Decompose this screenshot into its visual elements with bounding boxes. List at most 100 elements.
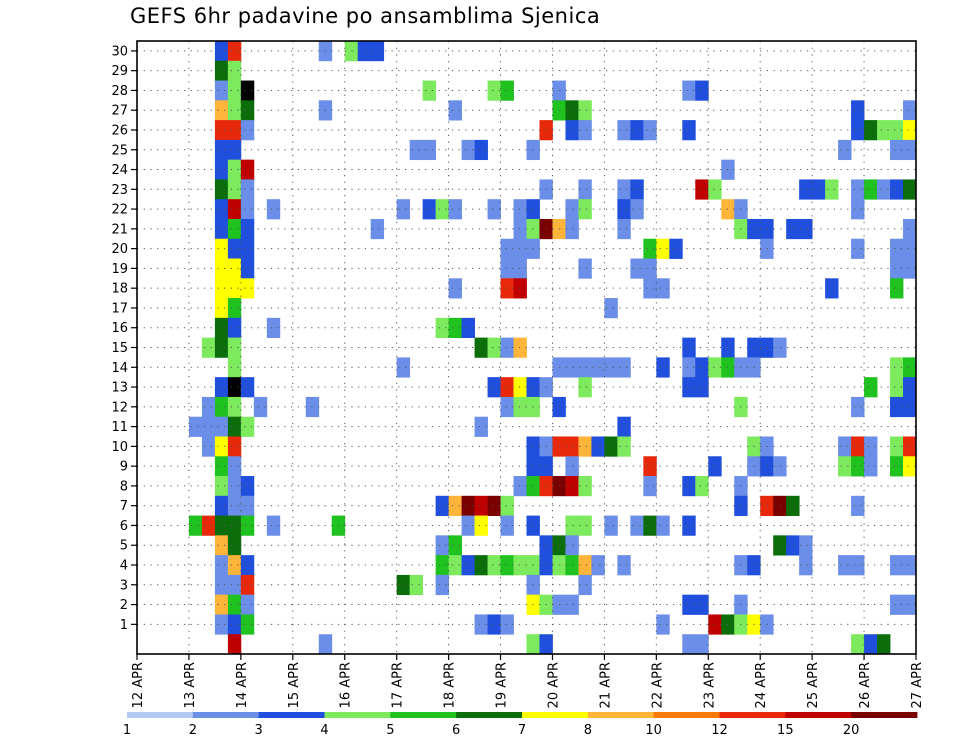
heat-cell [786,218,800,240]
heat-cell [240,574,255,596]
heat-cell [799,179,813,200]
heat-cell [617,179,631,200]
heat-cell [877,634,891,655]
heat-cell [565,218,579,240]
y-tick-label: 27 [111,104,128,119]
heat-cell [682,377,696,398]
heat-cell [877,120,891,141]
heat-cell [435,317,449,339]
heat-cell [643,515,657,536]
heat-cell [578,555,592,576]
heat-cell [838,436,852,457]
heat-cell [214,396,229,418]
y-tick-label: 26 [111,123,128,138]
heat-cell [227,238,242,259]
heat-cell [578,515,592,536]
heat-cell [461,317,475,339]
heat-cell [240,278,255,299]
heat-cell [565,199,579,220]
heat-cell [240,476,255,497]
heat-cell [903,377,917,398]
heat-cell [227,100,242,121]
heat-cell [565,120,579,141]
heat-cell [851,456,865,477]
y-axis: 1234567891011121314151617181920212223242… [111,44,137,633]
heat-cell [903,139,917,161]
heat-cell [721,337,735,358]
y-tick-label: 1 [120,618,128,633]
colorbar-label: 15 [777,723,794,738]
heat-cell [890,139,904,161]
heat-cell [617,436,631,457]
heat-cell [656,238,670,259]
heat-cell [227,199,242,220]
heat-cell [188,416,203,437]
heat-cell [565,476,579,497]
heat-cell [864,436,878,457]
y-tick-label: 3 [120,578,128,593]
heat-cell [682,515,696,536]
heat-cell [201,436,216,457]
heat-cell [617,555,631,576]
heat-cell [903,120,917,141]
heat-cell [617,357,631,378]
heat-cell [864,456,878,477]
heat-cell [227,139,242,161]
heat-cell [240,100,255,121]
heat-cell [617,416,631,437]
y-tick-label: 23 [111,183,128,198]
heat-cell [240,515,255,536]
heat-cell [240,555,255,576]
heat-cell [240,159,255,180]
heat-cell [903,594,917,615]
heat-cell [214,574,229,596]
y-tick-label: 30 [111,44,128,59]
colorbar-segment [587,712,655,718]
heat-cell [513,278,527,299]
x-tick-label: 16 APR [339,662,354,708]
heat-cell [604,515,618,536]
x-tick-label: 19 APR [495,662,510,708]
y-tick-label: 20 [111,242,128,257]
heat-cell [513,555,527,576]
heat-cell [708,179,722,200]
x-tick-label: 12 APR [131,662,146,708]
heat-cell [604,436,618,457]
heat-cell [578,357,592,378]
y-tick-label: 8 [120,479,128,494]
heat-cell [838,555,852,576]
colorbar: 1 2 3 4 5 6 7 8 10 12 15 20 [123,712,918,738]
heat-cell [565,555,579,576]
heat-cell [617,120,631,141]
heat-cell [864,377,878,398]
heat-cell [214,41,229,62]
colorbar-label: 7 [518,723,526,738]
y-tick-label: 16 [111,321,128,336]
heat-cell [240,495,255,516]
heat-cell [474,495,488,516]
heat-cell [227,258,242,279]
x-tick-label: 20 APR [546,662,561,708]
heat-cell [435,199,449,220]
y-tick-label: 2 [120,598,128,613]
heat-cell [435,574,449,596]
heat-cell [201,416,216,437]
heat-cell [682,594,696,615]
heat-cell [825,179,839,200]
heat-cell [656,357,670,378]
colorbar-segment [785,712,852,718]
heat-cell [903,357,917,378]
heat-cell [240,218,255,240]
heat-cell [240,594,255,615]
heat-cell [643,258,657,279]
heat-cell [409,574,424,596]
heat-cell [578,258,592,279]
heat-cell [630,120,644,141]
heat-cell [799,555,813,576]
colorbar-segment [390,712,457,718]
heat-cell [669,238,683,259]
heat-cell [448,278,462,299]
heat-cell [851,495,865,516]
heat-cell [214,377,229,398]
heat-cell [240,416,255,437]
